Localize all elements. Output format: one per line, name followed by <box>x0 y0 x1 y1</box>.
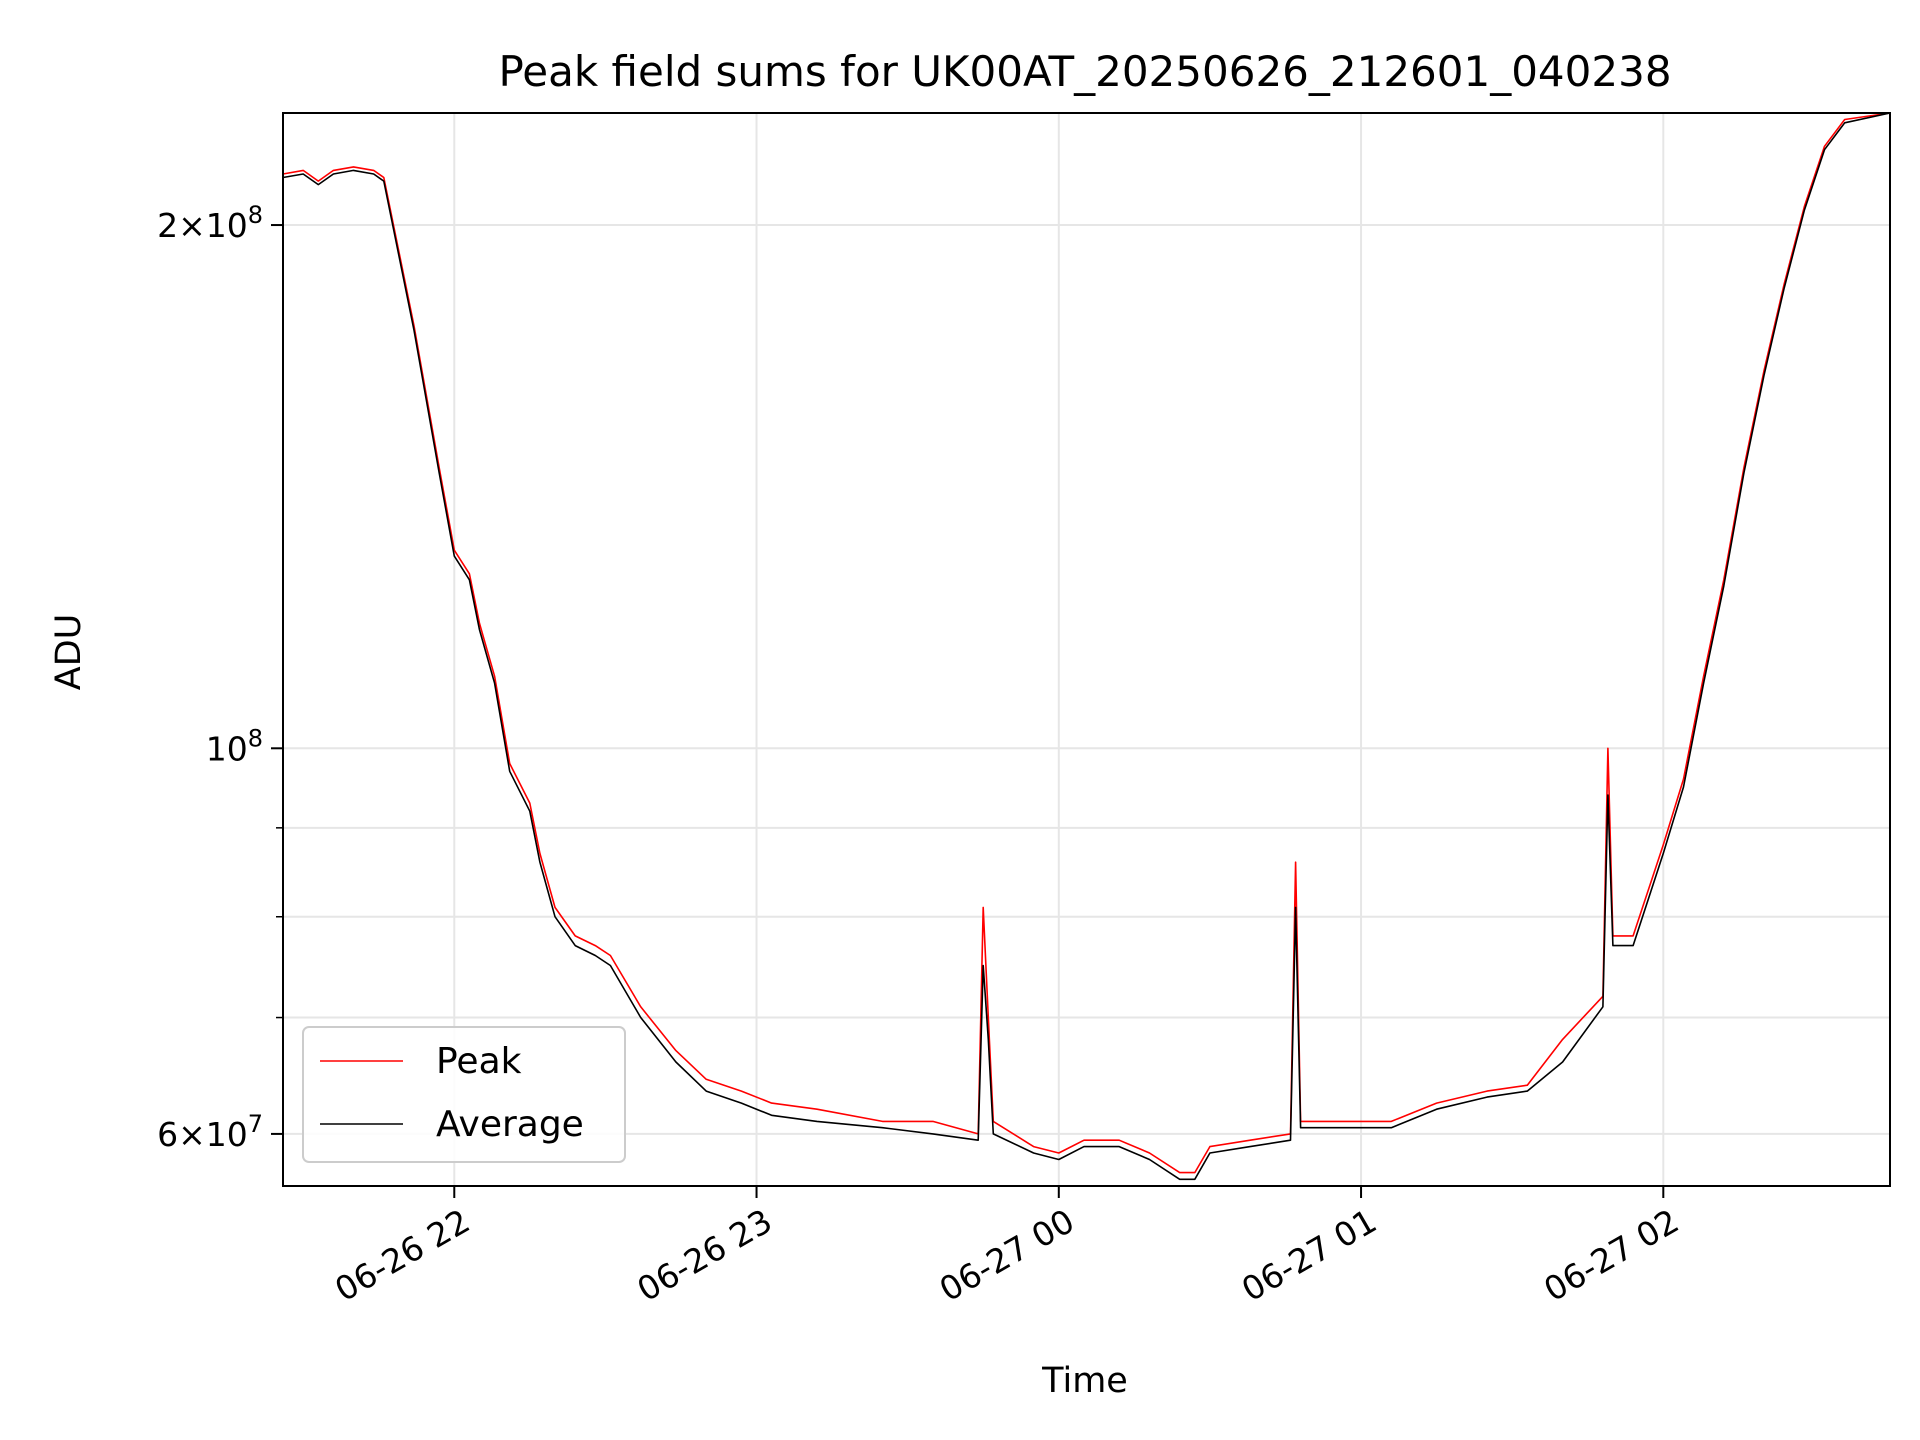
y-tick-label: 2×108 <box>157 201 263 245</box>
series-line-average <box>282 112 1891 1181</box>
plot-frame <box>282 112 1891 1187</box>
legend-label-peak: Peak <box>436 1041 522 1082</box>
series-lines <box>282 112 1891 1181</box>
legend: Peak Average <box>302 1026 626 1163</box>
y-tick-label: 108 <box>206 724 263 768</box>
x-axis-label: Time <box>1041 1361 1128 1401</box>
y-axis-label: ADU <box>49 614 89 691</box>
series-line-peak <box>282 112 1891 1174</box>
legend-label-average: Average <box>436 1104 584 1145</box>
chart-title: Peak field sums for UK00AT_20250626_2126… <box>498 47 1671 96</box>
y-tick-label: 6×107 <box>157 1110 263 1154</box>
